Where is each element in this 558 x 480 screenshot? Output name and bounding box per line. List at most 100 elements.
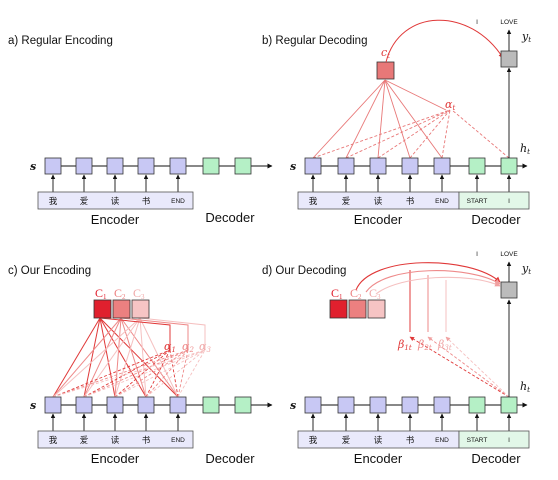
panel-c-title: c) Our Encoding: [8, 265, 91, 277]
panel-b-alpha-lines: [312, 109, 510, 159]
panel-d-dec-token-1: START: [467, 437, 488, 444]
panel-b-token-1: 我: [309, 196, 318, 207]
panel-d-decoder-states: [468, 396, 518, 414]
panel-d-context-label-1: C1: [331, 286, 343, 301]
panel-c-token-5: END: [171, 437, 185, 444]
panel-c-token-1: 我: [49, 435, 58, 446]
panel-c-enc-state-5: [169, 396, 187, 414]
panel-d-token-1: 我: [309, 435, 318, 446]
panel-b-token-4: 书: [406, 196, 415, 207]
panel-a-token-2: 爱: [80, 197, 89, 207]
panel-d-beta-label-1: β1t: [397, 338, 412, 352]
panel-d-decoder-label: Decoder: [471, 451, 521, 466]
panel-b-title: b) Regular Decoding: [262, 35, 367, 47]
panel-c-encoder-label: Encoder: [91, 451, 140, 466]
panel-a-decoder-states: [202, 157, 252, 175]
panel-d-title: d) Our Decoding: [262, 265, 346, 277]
panel-a-decoder-label: Decoder: [205, 210, 255, 225]
panel-c-state-symbol: s: [30, 399, 36, 412]
panel-b-output-box: [500, 50, 518, 68]
panel-d-beta-lines: [409, 336, 510, 398]
panel-c-alpha-label-2: α2: [182, 340, 194, 354]
panel-a-title: a) Regular Encoding: [8, 35, 113, 47]
panel-d-enc-state-5: [433, 396, 451, 414]
panel-d-context-label-2: C2: [350, 286, 362, 301]
panel-d-encoder-states: [304, 396, 451, 414]
panel-d-beta-label-2: β2t: [417, 338, 432, 352]
panel-c-dec-state-2: [234, 396, 252, 414]
panel-b-enc-state-3: [369, 157, 387, 175]
panel-a: a) Regular Encoding s 我 爱 读: [8, 35, 273, 227]
panel-a-token-strip: [37, 191, 194, 210]
panel-c-context-label-1: C1: [95, 286, 107, 301]
panel-b-decoder-token-strip: [458, 191, 530, 210]
panel-b-hidden-label: ht: [520, 142, 530, 156]
panel-a-encoder-states: [44, 157, 187, 175]
panel-a-enc-state-1: [44, 157, 62, 175]
panel-d-output-label: yt: [521, 262, 531, 276]
panel-d-enc-state-1: [304, 396, 322, 414]
panel-c-alpha-label-1: α1: [164, 340, 176, 354]
panel-c-decoder-label: Decoder: [205, 451, 255, 466]
panel-b-state-symbol: s: [290, 160, 296, 173]
panel-c-enc-state-1: [44, 396, 62, 414]
panel-a-token-1: 我: [49, 196, 58, 207]
panel-d-enc-state-4: [401, 396, 419, 414]
panel-a-input-arrows: [50, 174, 181, 192]
panel-a-enc-state-2: [75, 157, 93, 175]
panel-a-enc-state-5: [169, 157, 187, 175]
panel-b-context-label: ct: [381, 46, 390, 60]
panel-b-decoder-states: [468, 157, 518, 175]
panel-a-dec-state-1: [202, 157, 220, 175]
panel-b-enc-state-5: [433, 157, 451, 175]
panel-b-enc-state-4: [401, 157, 419, 175]
panel-c-context-box-1: [93, 299, 112, 319]
panel-d-output-box: [500, 281, 518, 299]
panel-a-encoder-label: Encoder: [91, 212, 140, 227]
panel-a-token-5: END: [171, 198, 185, 205]
panel-c-token-2: 爱: [80, 436, 89, 446]
panel-b-dec-token-1: START: [467, 198, 488, 205]
panel-c-context-box-3: [131, 299, 150, 319]
panel-d-enc-state-2: [337, 396, 355, 414]
panel-c-enc-state-3: [106, 396, 124, 414]
panel-b-dec-state-2: [500, 157, 518, 175]
panel-b-output-label: yt: [521, 30, 531, 44]
panel-d-dec-state-1: [468, 396, 486, 414]
panel-d-token-3: 读: [374, 435, 383, 446]
panel-b-context-arrow: [385, 19, 504, 63]
panel-c-token-3: 读: [111, 435, 120, 446]
panel-b-dec-token-2: I: [508, 198, 510, 205]
panel-d-dec-state-2: [500, 396, 518, 414]
panel-a-dec-state-2: [234, 157, 252, 175]
panel-d-input-arrows: [310, 413, 512, 431]
panel-d-enc-state-3: [369, 396, 387, 414]
panel-a-enc-state-3: [106, 157, 124, 175]
panel-b-enc-state-2: [337, 157, 355, 175]
panel-d-hidden-label: ht: [520, 380, 530, 394]
panel-b-input-arrows: [310, 174, 512, 192]
panel-c-alpha-lines: [52, 349, 206, 398]
panel-d-token-4: 书: [406, 435, 415, 446]
panel-c-input-arrows: [50, 413, 181, 431]
panel-c-token-4: 书: [142, 435, 151, 446]
panel-d-token-2: 爱: [342, 436, 351, 446]
panel-b-token-5: END: [435, 198, 449, 205]
panel-c-encoder-states: [44, 396, 187, 414]
panel-a-token-3: 读: [111, 196, 120, 207]
panel-c-context-box-2: [112, 299, 131, 319]
panel-b-context-box: [376, 61, 395, 80]
panel-b-dec-state-1: [468, 157, 486, 175]
panel-b-alpha-label: αt: [445, 98, 455, 112]
panel-a-token-4: 书: [142, 196, 151, 207]
panel-d-context-box-3: [367, 299, 386, 319]
panel-a-enc-state-4: [137, 157, 155, 175]
panel-b-out-word-prev: I: [476, 19, 478, 26]
panel-c-enc-state-4: [137, 396, 155, 414]
panel-d-out-word-cur: LOVE: [500, 251, 518, 258]
panel-d-context-label-3: C3: [369, 286, 381, 301]
panel-d-beta-label-3: β3t: [437, 338, 452, 352]
panel-c-context-label-3: C3: [133, 286, 145, 301]
panel-c-enc-state-2: [75, 396, 93, 414]
